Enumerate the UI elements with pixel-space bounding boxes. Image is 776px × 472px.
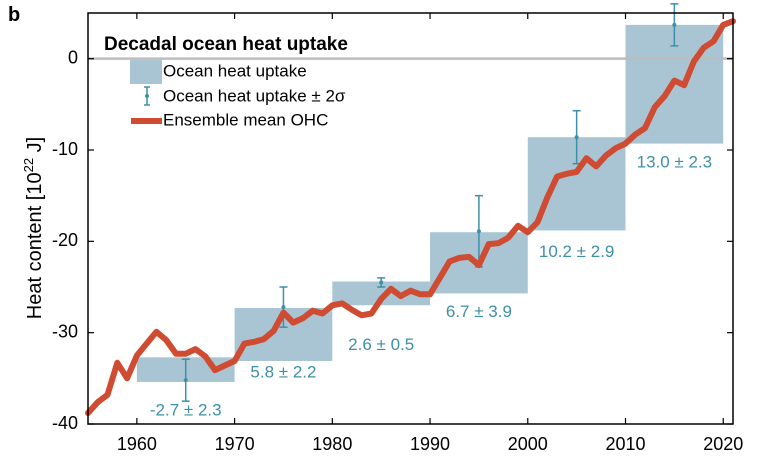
x-tick-label-2020: 2020 — [703, 434, 743, 454]
x-tick-label-2000: 2000 — [508, 434, 548, 454]
y-tick-label--20: -20 — [52, 230, 78, 250]
legend-label-uptake: Ocean heat uptake — [163, 61, 307, 80]
uptake-label-2010: 13.0 ± 2.3 — [637, 152, 713, 171]
y-tick-label--40: -40 — [52, 413, 78, 433]
uptake-label-1980: 2.6 ± 0.5 — [348, 335, 414, 354]
legend: Decadal ocean heat uptake Ocean heat upt… — [104, 34, 348, 129]
errorbar-center-2010 — [672, 22, 677, 27]
plot-frame — [87, 12, 734, 425]
errorbar-center-2000 — [574, 135, 579, 140]
x-tick-label-1980: 1980 — [312, 434, 352, 454]
x-tick-label-1970: 1970 — [215, 434, 255, 454]
x-tick-label-2010: 2010 — [605, 434, 645, 454]
uptake-box-1980 — [332, 281, 431, 306]
chart-title: Decadal ocean heat uptake — [104, 34, 348, 55]
errorbar-center-1970 — [281, 305, 286, 310]
legend-label-uptake-2sigma: Ocean heat uptake ± 2σ — [163, 86, 346, 105]
legend-errorbar-center — [145, 94, 149, 98]
y-axis-label: Heat content [1022 J] — [21, 136, 46, 320]
legend-label-ensemble-mean: Ensemble mean OHC — [163, 110, 328, 129]
legend-patch-swatch — [130, 60, 162, 84]
uptake-label-2000: 10.2 ± 2.9 — [539, 242, 615, 261]
y-tick-label--30: -30 — [52, 321, 78, 341]
axis-ticks: 1960 1970 1980 1990 2000 2010 2020 -40 -30 -20 -10… — [52, 13, 743, 454]
panel-label: b — [8, 4, 21, 26]
uptake-label-1990: 6.7 ± 3.9 — [446, 302, 512, 321]
errorbar-center-1990 — [476, 229, 481, 234]
uptake-label-1960: -2.7 ± 2.3 — [150, 401, 222, 420]
y-tick-label--10: -10 — [52, 139, 78, 159]
uptake-labels: -2.7 ± 2.3 5.8 ± 2.2 2.6 ± 0.5 6.7 ± 3.9 10.… — [150, 152, 712, 419]
uptake-label-1970: 5.8 ± 2.2 — [250, 362, 316, 381]
errorbar-center-1980 — [379, 280, 384, 285]
legend-errorbar-swatch — [144, 86, 150, 106]
errorbar-center-1960 — [183, 378, 188, 383]
x-tick-label-1960: 1960 — [117, 434, 157, 454]
ensemble-mean-ohc-line — [85, 18, 736, 416]
x-tick-label-1990: 1990 — [410, 434, 450, 454]
uptake-errorbars — [181, 3, 679, 402]
y-tick-label-0: 0 — [68, 47, 78, 67]
